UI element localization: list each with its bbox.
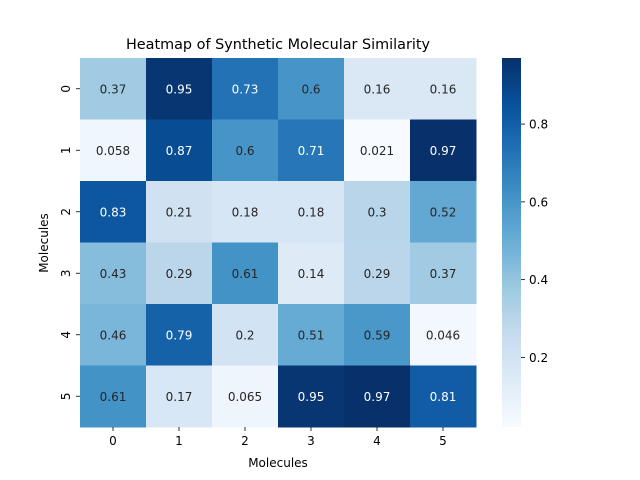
y-tick-label: 5 <box>59 392 73 400</box>
heatmap-cell <box>212 242 279 305</box>
cell-value-label: 0.43 <box>100 267 127 281</box>
heatmap-cell <box>146 58 213 120</box>
heatmap-cell <box>344 242 411 305</box>
heatmap-cell <box>146 365 213 428</box>
x-tick-label: 5 <box>439 434 447 448</box>
x-tick-label: 1 <box>175 434 183 448</box>
heatmap-cell <box>212 365 279 428</box>
colorbar <box>502 58 521 427</box>
cell-value-label: 0.79 <box>166 328 193 342</box>
heatmap-cell <box>212 304 279 366</box>
x-axis: 0 1 2 3 4 5 <box>109 427 447 448</box>
x-tick-label: 2 <box>241 434 249 448</box>
heatmap-cell <box>278 119 345 182</box>
heatmap-cell <box>146 304 213 366</box>
cell-value-label: 0.87 <box>166 144 193 158</box>
heatmap-cell <box>80 304 147 366</box>
colorbar-tick-label: 0.6 <box>529 195 548 209</box>
colorbar-ticks: 0.2 0.4 0.6 0.8 <box>521 118 548 365</box>
cell-value-label: 0.37 <box>430 267 457 281</box>
cell-value-label: 0.3 <box>367 205 386 219</box>
cell-value-label: 0.61 <box>232 267 259 281</box>
cell-value-label: 0.17 <box>166 390 193 404</box>
heatmap-cell <box>278 304 345 366</box>
heatmap-cell <box>80 365 147 428</box>
colorbar-tick-label: 0.4 <box>529 273 548 287</box>
heatmap-cell <box>344 365 411 428</box>
cell-value-label: 0.95 <box>298 390 325 404</box>
heatmap-cells <box>80 58 477 428</box>
y-axis: 0 1 2 3 4 5 <box>59 85 80 400</box>
cell-value-label: 0.46 <box>100 328 127 342</box>
heatmap-cell <box>212 119 279 182</box>
heatmap-cell <box>212 58 279 120</box>
heatmap-cell <box>146 181 213 243</box>
cell-value-label: 0.95 <box>166 82 193 96</box>
x-axis-label: Molecules <box>248 456 308 470</box>
cell-value-label: 0.52 <box>430 205 457 219</box>
heatmap-cell <box>80 242 147 305</box>
heatmap-cell <box>80 181 147 243</box>
cell-value-label: 0.021 <box>360 144 394 158</box>
heatmap-cell <box>344 181 411 243</box>
heatmap-cell <box>410 181 477 243</box>
heatmap-cell <box>212 181 279 243</box>
heatmap-cell <box>278 181 345 243</box>
y-tick-label: 1 <box>59 146 73 154</box>
cell-value-label: 0.046 <box>426 328 460 342</box>
cell-value-label: 0.29 <box>364 267 391 281</box>
chart-title: Heatmap of Synthetic Molecular Similarit… <box>126 37 431 53</box>
cell-value-label: 0.51 <box>298 328 325 342</box>
cell-value-labels: 0.37 0.95 0.73 0.6 0.16 0.16 0.058 0.87 0.6 0.71 0… <box>96 82 460 404</box>
cell-value-label: 0.18 <box>232 205 259 219</box>
cell-value-label: 0.81 <box>430 390 457 404</box>
heatmap-cell <box>410 304 477 366</box>
cell-value-label: 0.97 <box>364 390 391 404</box>
heatmap-cell <box>410 58 477 120</box>
heatmap-cell <box>146 242 213 305</box>
heatmap-cell <box>278 242 345 305</box>
cell-value-label: 0.37 <box>100 82 127 96</box>
heatmap-cell <box>344 58 411 120</box>
y-tick-label: 4 <box>59 331 73 339</box>
heatmap-cell <box>344 119 411 182</box>
cell-value-label: 0.6 <box>235 144 254 158</box>
x-tick-label: 3 <box>307 434 315 448</box>
heatmap-cell <box>410 365 477 428</box>
cell-value-label: 0.18 <box>298 205 325 219</box>
heatmap-cell <box>146 119 213 182</box>
heatmap-cell <box>410 119 477 182</box>
heatmap-cell <box>344 304 411 366</box>
heatmap-cell <box>410 242 477 305</box>
cell-value-label: 0.83 <box>100 205 127 219</box>
x-tick-label: 4 <box>373 434 381 448</box>
cell-value-label: 0.73 <box>232 82 259 96</box>
cell-value-label: 0.065 <box>228 390 262 404</box>
cell-value-label: 0.21 <box>166 205 193 219</box>
cell-value-label: 0.16 <box>430 82 457 96</box>
cell-value-label: 0.59 <box>364 328 391 342</box>
y-tick-label: 0 <box>59 85 73 93</box>
heatmap-cell <box>80 119 147 182</box>
cell-value-label: 0.97 <box>430 144 457 158</box>
heatmap-cell <box>80 58 147 120</box>
cell-value-label: 0.71 <box>298 144 325 158</box>
heatmap-cell <box>278 365 345 428</box>
colorbar-tick-label: 0.8 <box>529 118 548 132</box>
y-tick-label: 3 <box>59 269 73 277</box>
x-tick-label: 0 <box>109 434 117 448</box>
cell-value-label: 0.6 <box>301 82 320 96</box>
heatmap-cell <box>278 58 345 120</box>
colorbar-tick-label: 0.2 <box>529 351 548 365</box>
y-tick-label: 2 <box>59 208 73 216</box>
cell-value-label: 0.2 <box>235 328 254 342</box>
y-axis-label: Molecules <box>37 213 51 273</box>
cell-value-label: 0.16 <box>364 82 391 96</box>
cell-value-label: 0.61 <box>100 390 127 404</box>
cell-value-label: 0.29 <box>166 267 193 281</box>
cell-value-label: 0.14 <box>298 267 325 281</box>
cell-value-label: 0.058 <box>96 144 130 158</box>
